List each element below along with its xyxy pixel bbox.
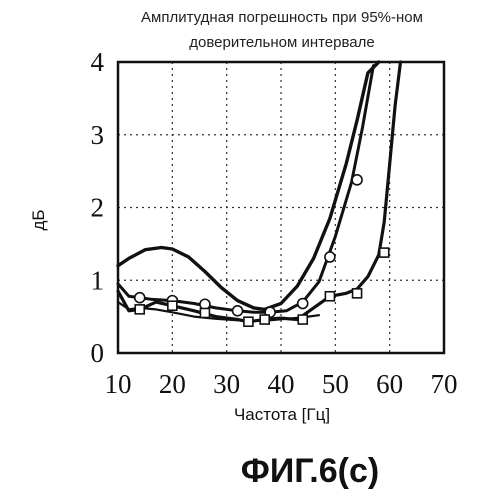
- chart-title-line-2: доверительном интервале: [189, 34, 374, 51]
- plot-series: [116, 60, 403, 324]
- x-tick-label: 50: [322, 369, 349, 399]
- y-tick-label: 4: [91, 47, 105, 77]
- x-tick-label: 70: [431, 369, 458, 399]
- figure-caption: ФИГ.6(c): [241, 452, 379, 490]
- circle-marker: [231, 305, 244, 317]
- square-marker: [378, 247, 390, 258]
- plot-frame: [116, 60, 446, 355]
- tick-labels: 10 20 30 40 50 60 70 0 1 2 3 4: [91, 47, 458, 399]
- circle-marker: [351, 174, 363, 186]
- square-marker: [243, 316, 254, 328]
- y-tick-label: 1: [91, 265, 105, 295]
- circle-marker: [324, 251, 336, 263]
- circle-marker: [296, 297, 309, 310]
- x-axis-label: Частота [Гц]: [234, 405, 330, 424]
- series-line-2: [116, 64, 375, 314]
- series-line-3: [116, 60, 403, 324]
- square-marker: [259, 314, 271, 325]
- square-marker: [297, 314, 309, 325]
- square-marker: [134, 304, 146, 315]
- square-marker: [324, 290, 336, 302]
- x-tick-label: 30: [213, 369, 240, 399]
- y-axis-label: дБ: [29, 209, 48, 230]
- y-tick-label: 2: [91, 193, 105, 223]
- square-marker: [167, 300, 178, 312]
- x-tick-label: 40: [268, 369, 295, 399]
- circle-marker: [133, 291, 146, 304]
- x-tick-label: 60: [376, 369, 403, 399]
- square-marker: [351, 288, 363, 299]
- y-tick-label: 0: [91, 338, 105, 368]
- data-markers: [133, 174, 390, 328]
- grid-lines: [118, 62, 444, 353]
- y-tick-label: 3: [91, 120, 105, 150]
- x-tick-label: 20: [159, 369, 186, 399]
- series-line-1: [116, 60, 381, 312]
- square-marker: [199, 307, 211, 319]
- chart-title-line-1: Амплитудная погрешность при 95%-ном: [141, 9, 423, 26]
- x-tick-label: 10: [105, 369, 132, 399]
